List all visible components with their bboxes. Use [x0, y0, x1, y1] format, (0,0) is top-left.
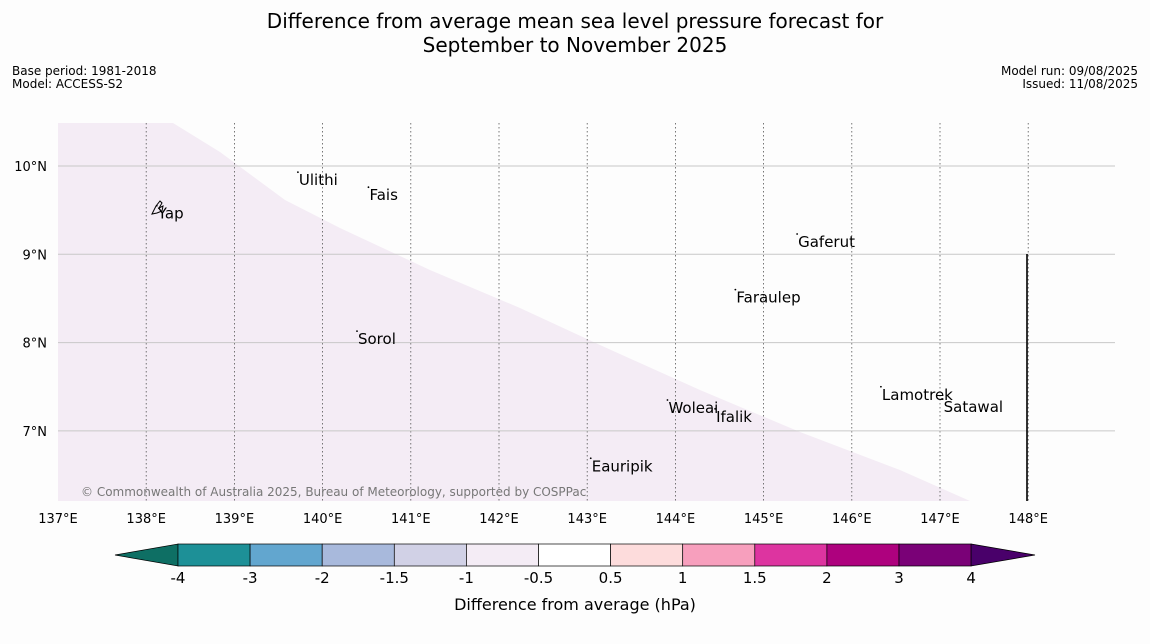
island-dot	[297, 171, 299, 174]
longitude-tick-label: 139°E	[215, 512, 255, 527]
longitude-tick-label: 142°E	[479, 512, 519, 527]
colorbar-swatch	[754, 543, 828, 567]
longitude-tick-label: 137°E	[38, 512, 78, 527]
island-dot	[356, 330, 358, 333]
issued-text: Issued: 11/08/2025	[1022, 77, 1138, 91]
colorbar-swatch	[898, 543, 972, 567]
place-labels: Ulithi Fais Yap Gaferut Faraulep Sorol WoleaiI…	[155, 171, 1003, 475]
longitude-tick-label: 141°E	[391, 512, 431, 527]
colorbar-tick-label: -4	[171, 569, 186, 587]
meta-left: Base period: 1981-2018 Model: ACCESS-S2	[12, 65, 157, 91]
colorbar-swatch	[177, 543, 251, 567]
latitude-tick-label: 10°N	[14, 160, 47, 175]
colorbar-tick-label: -1.5	[380, 569, 409, 587]
base-period-text: Base period: 1981-2018	[12, 64, 157, 78]
forecast-map: © Commonwealth of Australia 2025, Bureau…	[14, 123, 1115, 527]
place-label: Sorol	[358, 330, 396, 348]
model-run-text: Model run: 09/08/2025	[1000, 64, 1138, 78]
island-dot	[734, 288, 737, 291]
pressure-anomaly-shading	[58, 123, 970, 501]
island-dot	[880, 385, 882, 388]
latitude-labels: 10°N 9°N 8°N 7°N	[14, 160, 47, 440]
map-gridlines	[58, 123, 1115, 501]
colorbar-tick-label: 3	[894, 569, 904, 587]
place-label: Lamotrek	[882, 386, 953, 404]
colorbar-swatch	[393, 543, 467, 567]
colorbar-tick-label: -0.5	[524, 569, 553, 587]
meta-right: Model run: 09/08/2025 Issued: 11/08/2025	[1001, 65, 1138, 91]
copyright-text: © Commonwealth of Australia 2025, Bureau…	[81, 485, 586, 499]
place-label: Fais	[369, 186, 398, 204]
colorbar-swatch	[826, 543, 900, 567]
place-label: Satawal	[944, 398, 1003, 416]
colorbar-swatch	[466, 543, 539, 567]
longitude-tick-label: 143°E	[567, 512, 607, 527]
colorbar-tick-label: -1	[459, 569, 474, 587]
colorbar-tick-labels: -4 -3 -2 -1.5 -1 -0.5 0.5 1 1.5 2 3 4	[171, 569, 976, 587]
map-title: Difference from average mean sea level p…	[0, 9, 1150, 57]
yap-island-outline	[151, 200, 164, 215]
island-dot	[714, 407, 716, 410]
longitude-tick-label: 145°E	[744, 512, 784, 527]
place-label: Faraulep	[736, 289, 800, 307]
colorbar-tick-label: 4	[966, 569, 976, 587]
longitude-labels: 137°E 138°E 139°E 140°E 141°E 142°E 143°E 144°E…	[38, 512, 1048, 527]
place-label: Woleai	[668, 399, 718, 417]
place-label: Eauripik	[592, 457, 653, 475]
island-dot	[941, 398, 943, 400]
colorbar-swatch	[321, 543, 395, 567]
colorbar-extend-high	[970, 543, 1036, 567]
colorbar-swatches	[114, 543, 1036, 567]
latitude-tick-label: 8°N	[23, 337, 48, 352]
place-label: Ifalik	[716, 408, 752, 426]
latitude-tick-label: 9°N	[23, 248, 48, 263]
place-label: Ulithi	[299, 171, 338, 189]
title-line-1: Difference from average mean sea level p…	[266, 9, 884, 33]
colorbar-swatch	[249, 543, 323, 567]
latitude-tick-label: 7°N	[23, 425, 48, 440]
island-dot	[666, 399, 669, 401]
island-dot	[796, 233, 799, 235]
colorbar: -4 -3 -2 -1.5 -1 -0.5 0.5 1 1.5 2 3 4 Difference fr…	[114, 543, 1036, 614]
colorbar-tick-label: 0.5	[599, 569, 623, 587]
island-dot	[589, 457, 592, 460]
longitude-tick-label: 147°E	[920, 512, 960, 527]
island-dot	[367, 186, 370, 189]
model-text: Model: ACCESS-S2	[12, 77, 124, 91]
colorbar-swatch	[538, 543, 611, 567]
colorbar-tick-label: 1	[678, 569, 688, 587]
place-label: Gaferut	[798, 233, 855, 251]
longitude-tick-label: 144°E	[656, 512, 696, 527]
colorbar-swatch	[682, 543, 756, 567]
anomaly-region	[58, 123, 970, 501]
longitude-tick-label: 138°E	[126, 512, 166, 527]
colorbar-tick-label: 1.5	[743, 569, 767, 587]
colorbar-swatch	[610, 543, 684, 567]
longitude-tick-label: 148°E	[1008, 512, 1048, 527]
colorbar-tick-label: 2	[822, 569, 832, 587]
longitude-tick-label: 146°E	[832, 512, 872, 527]
colorbar-extend-low	[114, 543, 179, 567]
colorbar-label: Difference from average (hPa)	[454, 595, 696, 614]
place-label: Yap	[157, 205, 184, 223]
colorbar-tick-label: -3	[243, 569, 258, 587]
title-line-2: September to November 2025	[422, 33, 728, 57]
longitude-tick-label: 140°E	[303, 512, 343, 527]
colorbar-tick-label: -2	[315, 569, 330, 587]
